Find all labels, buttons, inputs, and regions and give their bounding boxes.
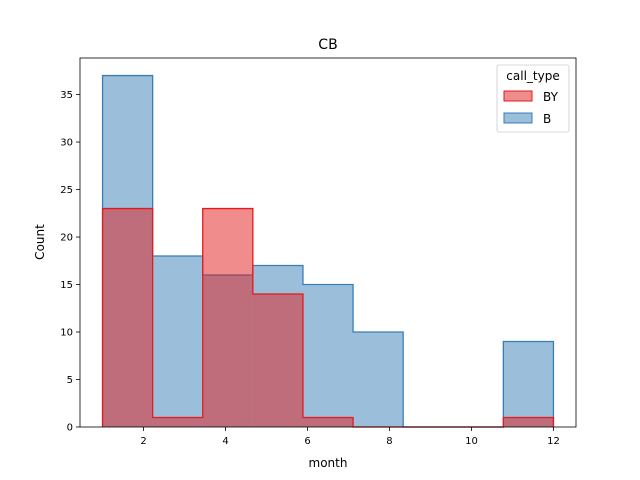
y-tick-label-35: 35: [60, 90, 73, 101]
bar-by-4: [302, 417, 354, 427]
x-axis-label: month: [309, 456, 348, 470]
y-tick-label-15: 15: [60, 280, 73, 291]
y-tick-label-0: 0: [67, 423, 73, 434]
bar-by-0: [102, 208, 153, 427]
y-tick-label-5: 5: [67, 375, 73, 386]
bar-b-8: [503, 341, 554, 427]
bar-b-1: [152, 256, 203, 427]
legend: call_type BY B: [496, 64, 570, 133]
plot-frame: [79, 57, 577, 428]
y-tick-label-20: 20: [60, 233, 73, 244]
bar-by-2: [202, 208, 253, 427]
bar-by-3: [252, 294, 303, 427]
bar-b-4: [302, 284, 354, 427]
x-tick-label-6: 6: [304, 436, 310, 447]
x-axis: 2 4 6 8 10 12: [140, 427, 560, 447]
y-tick-label-25: 25: [60, 185, 73, 196]
y-axis-label: Count: [33, 224, 47, 260]
legend-title: call_type: [506, 69, 559, 83]
outline-by: [101, 207, 555, 428]
bars-layer: [101, 74, 555, 428]
legend-swatch-b: [503, 112, 533, 124]
bar-b-5: [353, 332, 404, 427]
y-tick-label-30: 30: [60, 138, 73, 149]
y-tick-label-10: 10: [60, 328, 73, 339]
y-axis: 0 5 10 15 20 25 30 35: [60, 90, 80, 434]
x-tick-label-2: 2: [140, 436, 146, 447]
bar-by-1: [152, 417, 203, 427]
x-tick-label-4: 4: [222, 436, 228, 447]
x-tick-label-8: 8: [386, 436, 392, 447]
bar-by-8: [503, 417, 554, 427]
legend-label-by: BY: [543, 90, 559, 104]
legend-label-b: B: [543, 112, 551, 126]
x-tick-label-12: 12: [547, 436, 560, 447]
chart-title: CB: [318, 37, 337, 53]
legend-swatch-by: [503, 90, 533, 102]
x-tick-label-10: 10: [465, 436, 478, 447]
